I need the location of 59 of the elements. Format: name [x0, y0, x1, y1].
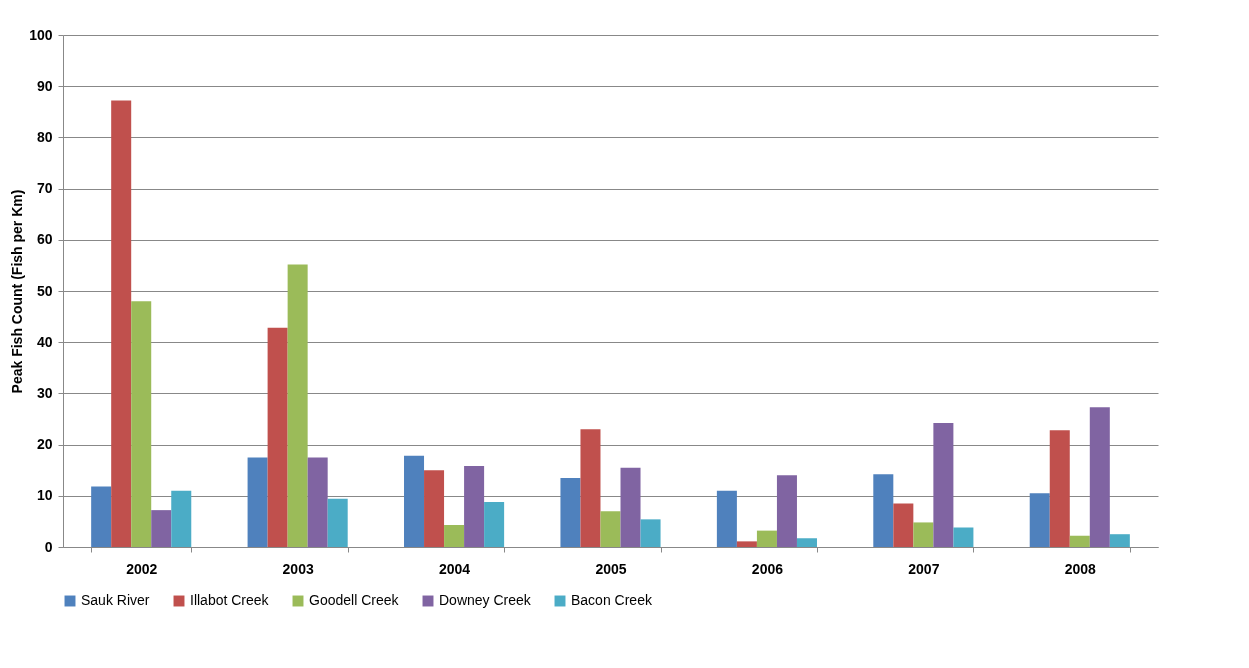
bar	[1109, 534, 1130, 547]
bar	[91, 486, 112, 547]
legend-label: Illabot Creek	[190, 592, 270, 608]
bar	[484, 501, 505, 547]
bar	[307, 457, 328, 547]
bar	[464, 466, 485, 547]
legend-label: Downey Creek	[439, 592, 532, 608]
x-tick-label: 2005	[595, 560, 627, 577]
bar	[580, 429, 601, 547]
x-tick-label: 2004	[438, 560, 471, 577]
bar	[131, 301, 152, 547]
y-axis-title: Peak Fish Count (Fish per Km)	[9, 189, 26, 394]
bar	[111, 100, 132, 547]
bar	[1069, 535, 1090, 547]
bar	[796, 538, 817, 547]
x-tick-label: 2007	[908, 560, 940, 577]
bar	[776, 475, 797, 547]
y-tick-label: 80	[36, 128, 53, 145]
bar	[716, 490, 737, 547]
bar	[736, 541, 757, 547]
y-tick-label: 0	[44, 538, 53, 555]
y-tick-label: 50	[36, 282, 53, 299]
legend-label: Bacon Creek	[571, 592, 653, 608]
y-tick-label: 30	[36, 384, 53, 401]
bar	[620, 467, 641, 547]
x-tick-label: 2003	[282, 560, 314, 577]
bar	[247, 457, 268, 547]
x-tick-label: 2002	[126, 560, 158, 577]
bar	[756, 530, 777, 547]
bar	[444, 524, 465, 547]
bar	[327, 498, 348, 547]
x-tick-label: 2006	[751, 560, 784, 577]
y-tick-label: 60	[36, 231, 53, 248]
x-tick-label: 2008	[1064, 560, 1097, 577]
y-tick-label: 90	[36, 77, 53, 94]
bar	[873, 474, 894, 547]
bar	[913, 522, 934, 547]
bar	[893, 503, 914, 547]
bar	[1049, 430, 1070, 547]
bar	[600, 511, 621, 547]
bar	[267, 327, 288, 547]
bar	[424, 470, 445, 547]
y-tick-label: 20	[36, 436, 53, 453]
legend-label: Sauk River	[81, 592, 150, 608]
y-tick-label: 100	[29, 26, 53, 43]
y-tick-label: 10	[36, 487, 53, 504]
bar	[287, 264, 308, 547]
y-tick-label: 40	[36, 333, 53, 350]
bar	[1029, 493, 1050, 547]
bar	[933, 423, 954, 547]
bar	[404, 455, 425, 547]
bar	[640, 519, 661, 547]
bar	[151, 510, 172, 547]
bar	[953, 527, 974, 547]
y-tick-label: 70	[36, 180, 53, 197]
legend-label: Goodell Creek	[309, 592, 400, 608]
bar	[560, 477, 581, 547]
bar	[1089, 407, 1110, 547]
bar	[171, 490, 192, 547]
